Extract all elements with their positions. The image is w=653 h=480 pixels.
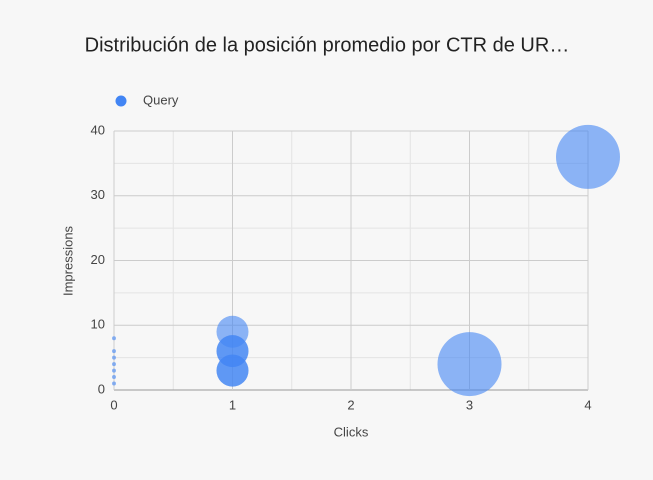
y-tick-label: 20 <box>91 252 105 267</box>
x-tick-label: 1 <box>229 397 236 412</box>
bubble <box>112 336 116 341</box>
x-tick-label: 0 <box>110 397 117 412</box>
bubble <box>112 349 116 354</box>
y-tick-label: 0 <box>98 381 105 396</box>
x-tick-label: 4 <box>584 397 591 412</box>
y-axis-label: Impressions <box>60 225 75 296</box>
bubble <box>216 354 249 387</box>
chart-title: Distribución de la posición promedio por… <box>85 34 570 56</box>
x-tick-label: 3 <box>466 397 473 412</box>
x-axis-label: Clicks <box>334 424 369 439</box>
bubble <box>112 355 116 360</box>
y-tick-label: 10 <box>91 317 105 332</box>
bubble <box>112 381 116 386</box>
bubble <box>112 375 116 380</box>
x-tick-label: 2 <box>347 397 354 412</box>
bubble <box>556 124 620 189</box>
bubble <box>112 362 116 367</box>
bubble <box>112 368 116 373</box>
y-tick-label: 30 <box>91 187 105 202</box>
y-tick-label: 40 <box>91 122 105 137</box>
legend-marker <box>115 95 127 107</box>
legend-label: Query <box>143 92 179 107</box>
bubble <box>437 332 502 397</box>
